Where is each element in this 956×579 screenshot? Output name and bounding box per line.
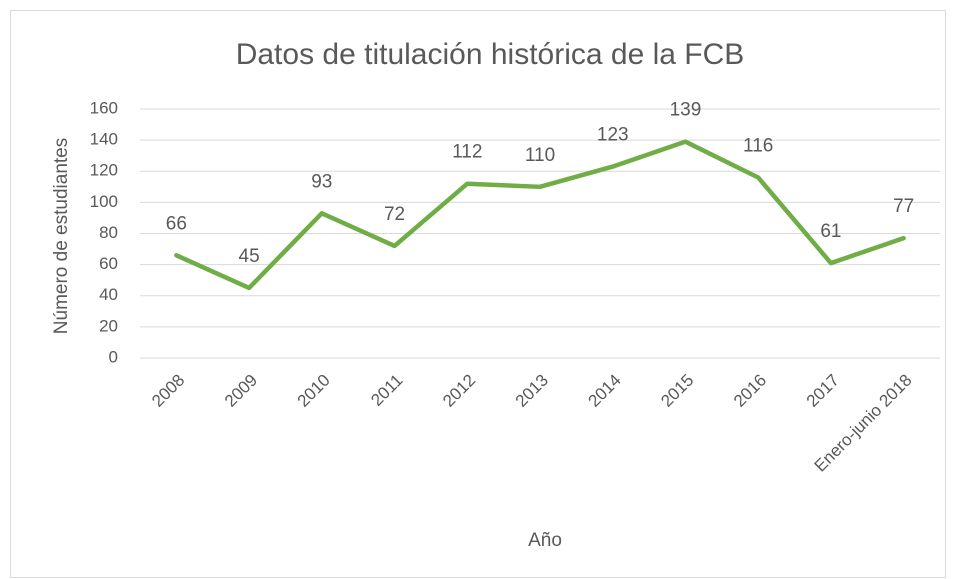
- data-label: 110: [525, 145, 555, 166]
- chart-title: Datos de titulación histórica de la FCB: [236, 38, 745, 71]
- y-tick-label: 0: [109, 347, 118, 366]
- y-tick-label: 60: [99, 254, 118, 273]
- line: [174, 139, 906, 291]
- data-label: 61: [820, 221, 841, 242]
- y-tick-label: 20: [99, 316, 118, 335]
- data-label: 72: [384, 204, 405, 225]
- y-tick-label: 100: [90, 192, 118, 211]
- chart-border: [10, 10, 946, 578]
- x-axis-label: Año: [528, 530, 562, 551]
- y-tick-label: 120: [90, 161, 118, 180]
- data-label: 123: [597, 125, 629, 146]
- y-tick-label: 40: [99, 285, 118, 304]
- y-axis-label: Número de estudiantes: [51, 138, 72, 334]
- data-label: 45: [239, 246, 260, 267]
- y-tick-label: 80: [99, 223, 118, 242]
- y-tick-label: 160: [90, 98, 118, 117]
- data-label: 66: [166, 213, 187, 234]
- y-tick-label: 140: [90, 130, 118, 149]
- data-label: 112: [452, 142, 482, 163]
- data-label: 116: [743, 135, 773, 156]
- data-label: 77: [893, 196, 914, 217]
- data-label: 139: [670, 100, 702, 121]
- data-label: 93: [311, 171, 332, 192]
